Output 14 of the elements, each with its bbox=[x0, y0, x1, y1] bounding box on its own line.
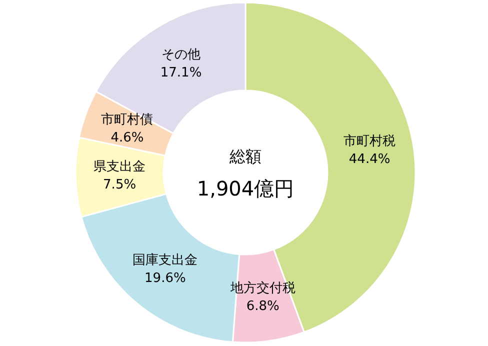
text: 総額 bbox=[228, 147, 262, 166]
slice-label: 市町村債 bbox=[101, 112, 154, 128]
data-label: 6.8% bbox=[246, 298, 280, 314]
data-label: 19.6% bbox=[144, 271, 186, 286]
data-label: 17.1% bbox=[160, 66, 202, 81]
data-label: 44.4% bbox=[348, 152, 390, 167]
slice-label: 国庫支出金 bbox=[132, 252, 198, 268]
data-label: 7.5% bbox=[103, 178, 136, 193]
slice-label: その他 bbox=[162, 48, 201, 63]
data-label: 4.6% bbox=[110, 130, 144, 146]
slice-label: 地方交付税 bbox=[229, 280, 296, 296]
slice-label: 市町村税 bbox=[344, 134, 396, 149]
text: 1,904億円 bbox=[196, 176, 294, 200]
slice-label: 県支出金 bbox=[94, 160, 146, 175]
